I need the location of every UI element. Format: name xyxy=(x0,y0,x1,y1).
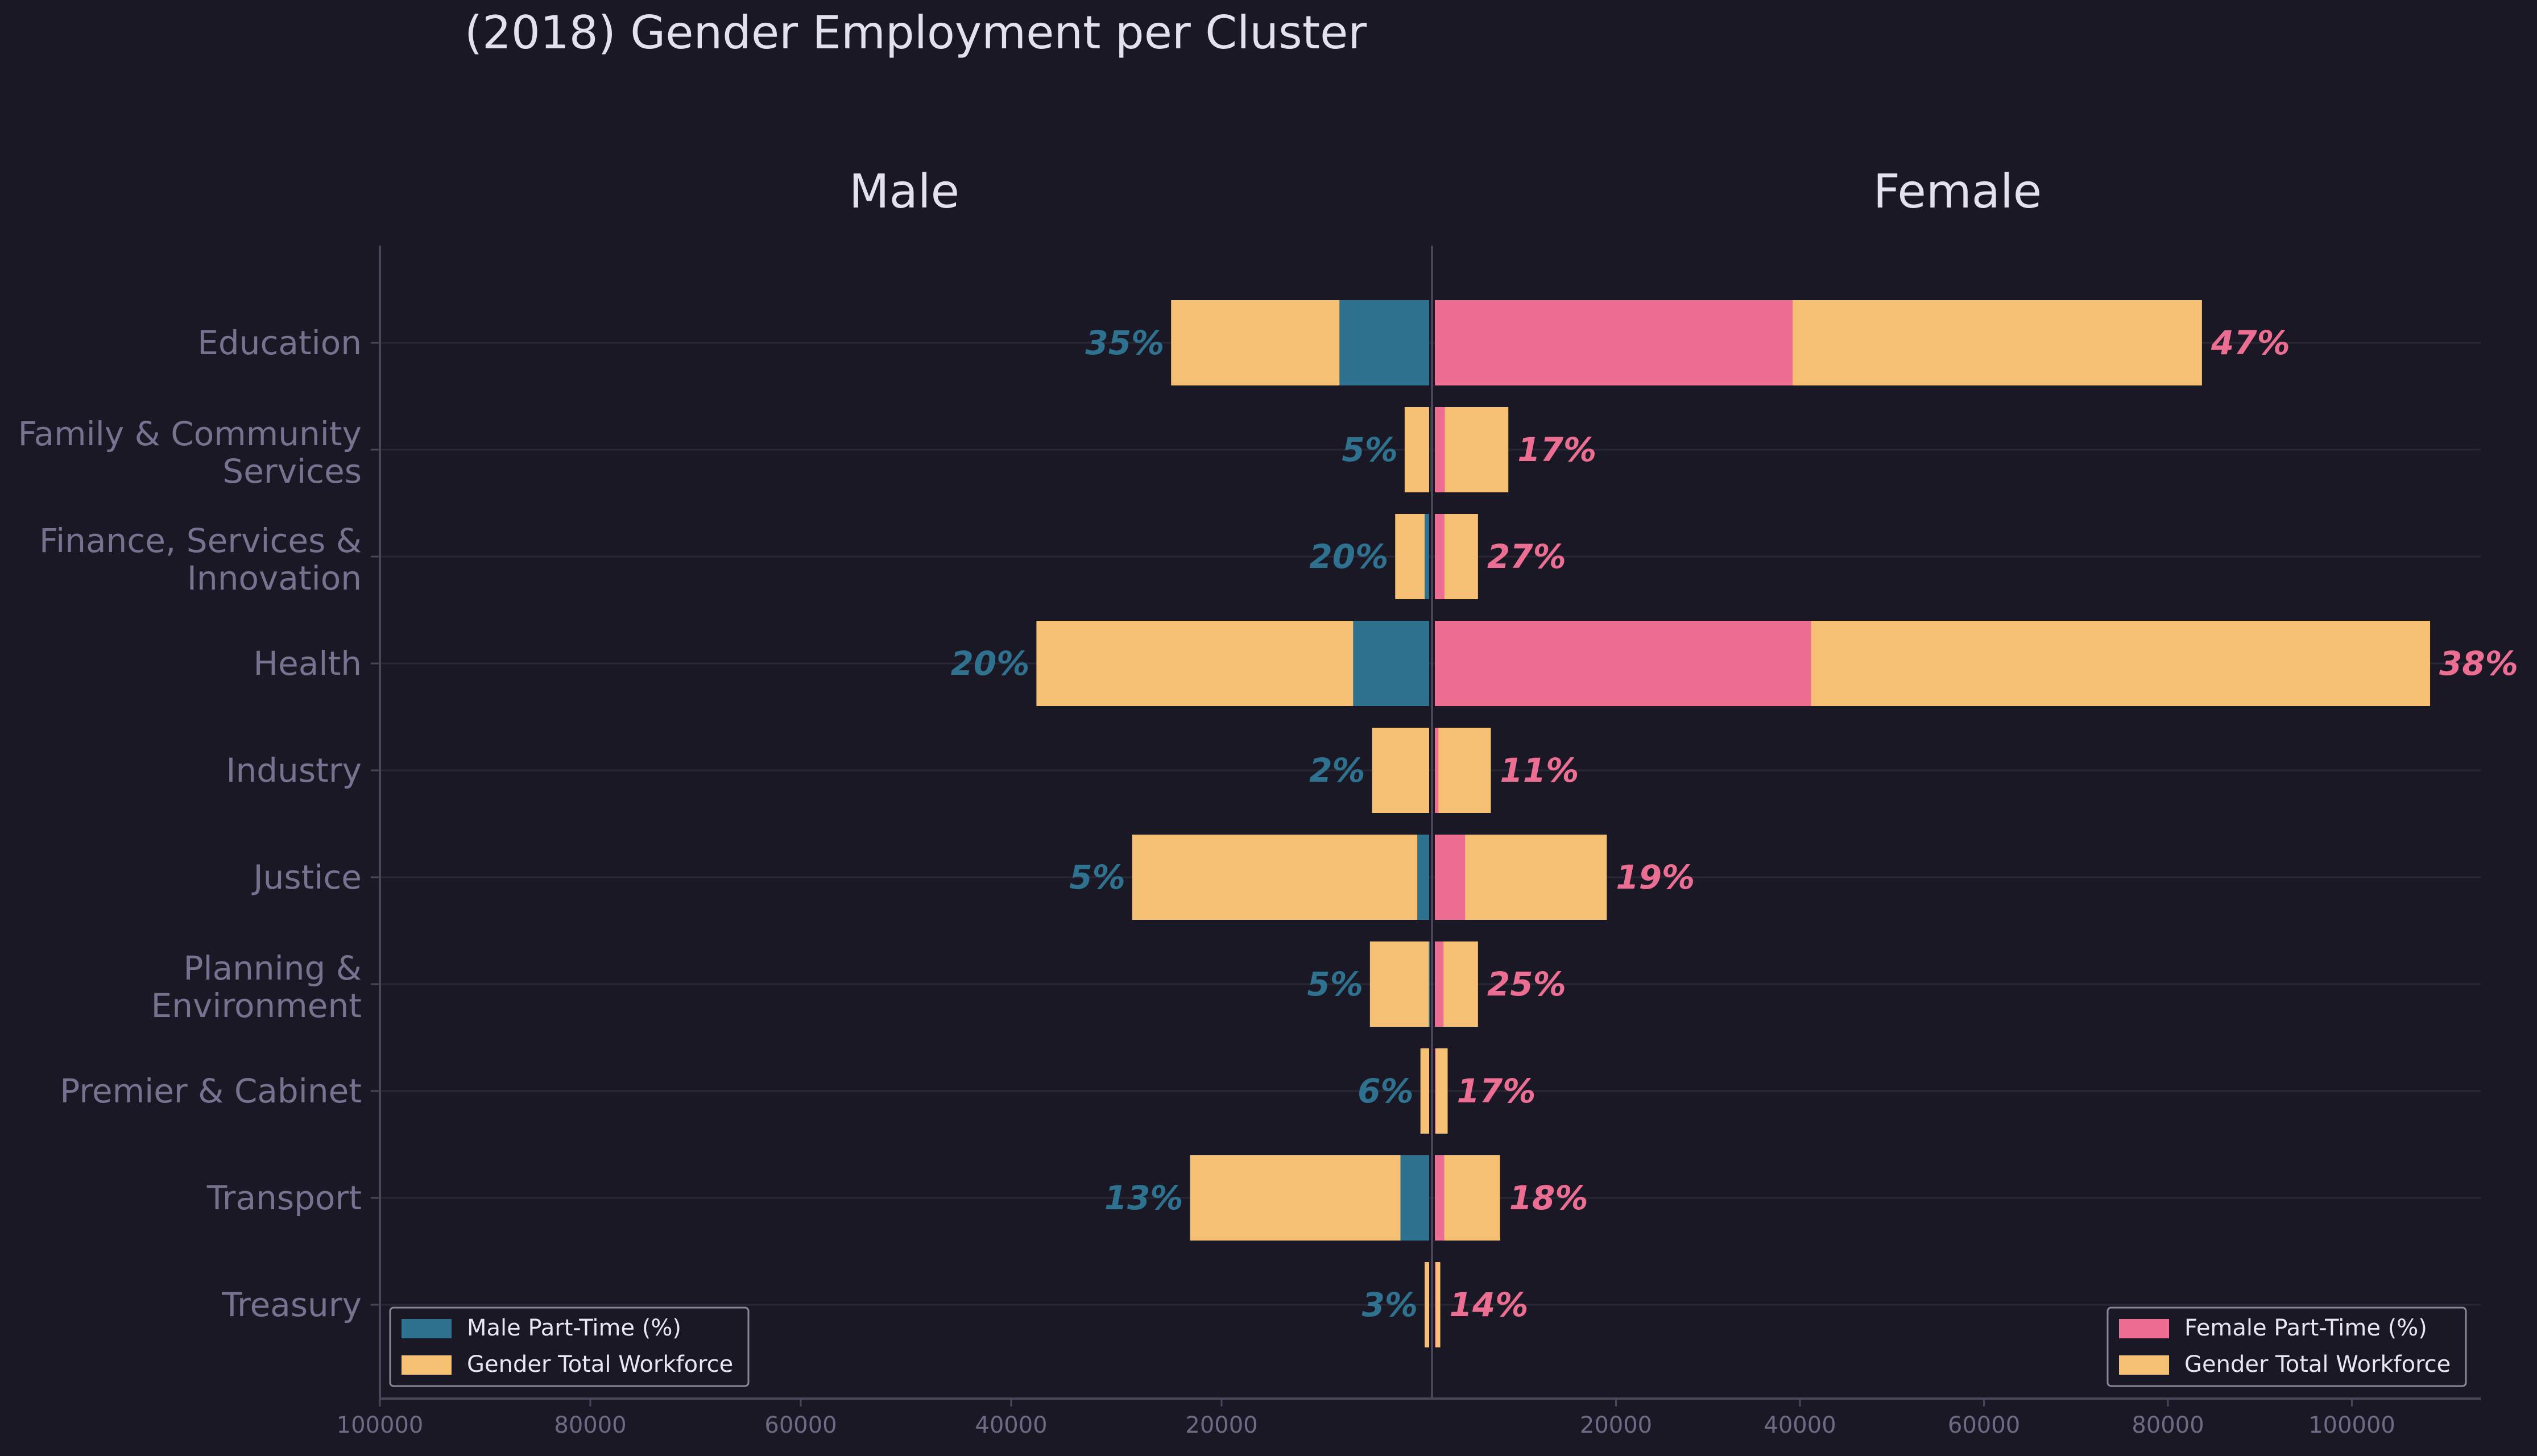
male-total-bar xyxy=(1190,1155,1429,1241)
female-part-time-bar xyxy=(1435,941,1444,1027)
male-legend-swatch xyxy=(402,1319,452,1338)
male-legend-label: Male Part-Time (%) xyxy=(467,1315,681,1341)
male-pct-label: 3% xyxy=(1362,1285,1418,1324)
female-pct-label: 18% xyxy=(1509,1179,1588,1217)
female-legend-swatch xyxy=(2119,1319,2169,1338)
male-panel-title: Male xyxy=(849,165,959,219)
category-label: Treasury xyxy=(221,1285,362,1324)
female-total-bar xyxy=(1435,1155,1500,1241)
female-total-bar xyxy=(1435,1048,1448,1134)
category-label: Transport xyxy=(206,1179,362,1217)
male-pct-label: 35% xyxy=(1085,323,1164,362)
female-part-time-bar xyxy=(1435,1048,1436,1134)
female-total-bar xyxy=(1435,407,1509,492)
female-pct-label: 17% xyxy=(1456,1072,1536,1110)
male-pct-label: 20% xyxy=(1309,537,1388,576)
male-part-time-bar xyxy=(1400,1155,1429,1241)
female-pct-label: 11% xyxy=(1500,751,1579,790)
chart-title: (2018) Gender Employment per Cluster xyxy=(465,6,1367,59)
category-label: Family & Community Services xyxy=(18,414,362,491)
x-tick-label: 40000 xyxy=(1764,1412,1836,1438)
female-legend-label: Female Part-Time (%) xyxy=(2184,1315,2427,1341)
category-label-line: Planning & xyxy=(183,949,362,988)
female-legend-frame xyxy=(2106,1306,2467,1387)
female-part-time-bar xyxy=(1435,728,1439,813)
female-pct-label: 27% xyxy=(1487,537,1566,576)
male-pct-label: 6% xyxy=(1358,1072,1413,1110)
female-part-time-bar xyxy=(1435,1262,1436,1347)
x-tick-label: 80000 xyxy=(554,1412,626,1438)
female-legend-swatch xyxy=(2119,1355,2169,1375)
female-total-bar xyxy=(1435,1262,1441,1347)
male-total-bar xyxy=(1425,1262,1429,1347)
labels: 35% 47% Education 5% 17% Family & Community Se… xyxy=(18,323,2518,1324)
female-pct-label: 14% xyxy=(1450,1285,1529,1324)
male-part-time-bar xyxy=(1339,300,1429,385)
category-label: Justice xyxy=(251,858,362,897)
category-label: Health xyxy=(254,644,362,683)
female-part-time-bar xyxy=(1435,1155,1445,1241)
male-total-bar xyxy=(1420,1048,1429,1134)
axes: 100000 80000 60000 40000 20000 20000 40000 6000… xyxy=(337,246,2481,1438)
female-panel-title: Female xyxy=(1873,165,2042,219)
category-label-line: Environment xyxy=(151,986,362,1025)
male-total-bar xyxy=(1372,728,1429,813)
male-total-bar xyxy=(1404,407,1429,492)
category-label: Premier & Cabinet xyxy=(60,1072,362,1110)
female-pct-label: 19% xyxy=(1616,858,1695,897)
x-tick-label: 20000 xyxy=(1580,1412,1652,1438)
male-pct-label: 5% xyxy=(1069,858,1125,897)
female-pct-label: 38% xyxy=(2439,644,2518,683)
male-part-time-bar xyxy=(1429,941,1430,1027)
male-part-time-bar xyxy=(1417,835,1429,920)
male-part-time-bar xyxy=(1353,621,1429,706)
bars xyxy=(1036,300,2431,1347)
male-pct-label: 5% xyxy=(1342,430,1397,469)
male-total-bar xyxy=(1395,514,1429,599)
x-tick-label: 20000 xyxy=(1185,1412,1257,1438)
female-part-time-bar xyxy=(1435,300,1793,385)
x-tick-label: 60000 xyxy=(764,1412,837,1438)
category-label-line: Finance, Services & xyxy=(39,521,362,560)
female-pct-label: 17% xyxy=(1517,430,1596,469)
category-label: Planning & Environment xyxy=(151,949,362,1025)
male-legend: Male Part-Time (%) Gender Total Workforce xyxy=(389,1306,750,1387)
female-legend: Female Part-Time (%) Gender Total Workfor… xyxy=(2106,1306,2467,1387)
x-tick-label: 100000 xyxy=(337,1412,424,1438)
category-label: Education xyxy=(197,323,362,362)
male-pct-label: 5% xyxy=(1307,965,1363,1003)
male-legend-label: Gender Total Workforce xyxy=(467,1351,733,1378)
male-pct-label: 20% xyxy=(951,644,1030,683)
female-part-time-bar xyxy=(1435,407,1445,492)
female-pct-label: 47% xyxy=(2211,323,2290,362)
category-label: Industry xyxy=(226,751,362,790)
female-part-time-bar xyxy=(1435,621,1811,706)
category-label: Finance, Services & Innovation xyxy=(39,521,362,598)
female-legend-label: Gender Total Workforce xyxy=(2184,1351,2451,1378)
male-legend-frame xyxy=(389,1306,750,1387)
male-part-time-bar xyxy=(1425,514,1429,599)
female-pct-label: 25% xyxy=(1487,965,1566,1003)
female-part-time-bar xyxy=(1435,514,1445,599)
category-label-line: Family & Community xyxy=(18,414,362,453)
category-label-line: Services xyxy=(222,452,362,491)
female-part-time-bar xyxy=(1435,835,1466,920)
x-tick-label: 100000 xyxy=(2308,1412,2395,1438)
male-legend-swatch xyxy=(402,1355,452,1375)
male-pct-label: 13% xyxy=(1104,1179,1183,1217)
male-pct-label: 2% xyxy=(1309,751,1365,790)
x-tick-label: 80000 xyxy=(2132,1412,2204,1438)
x-tick-label: 40000 xyxy=(975,1412,1047,1438)
category-label-line: Innovation xyxy=(187,559,362,598)
x-tick-label: 60000 xyxy=(1948,1412,2020,1438)
female-total-bar xyxy=(1435,728,1491,813)
male-total-bar xyxy=(1369,941,1429,1027)
gridlines xyxy=(380,342,2481,1306)
male-total-bar xyxy=(1132,835,1429,920)
